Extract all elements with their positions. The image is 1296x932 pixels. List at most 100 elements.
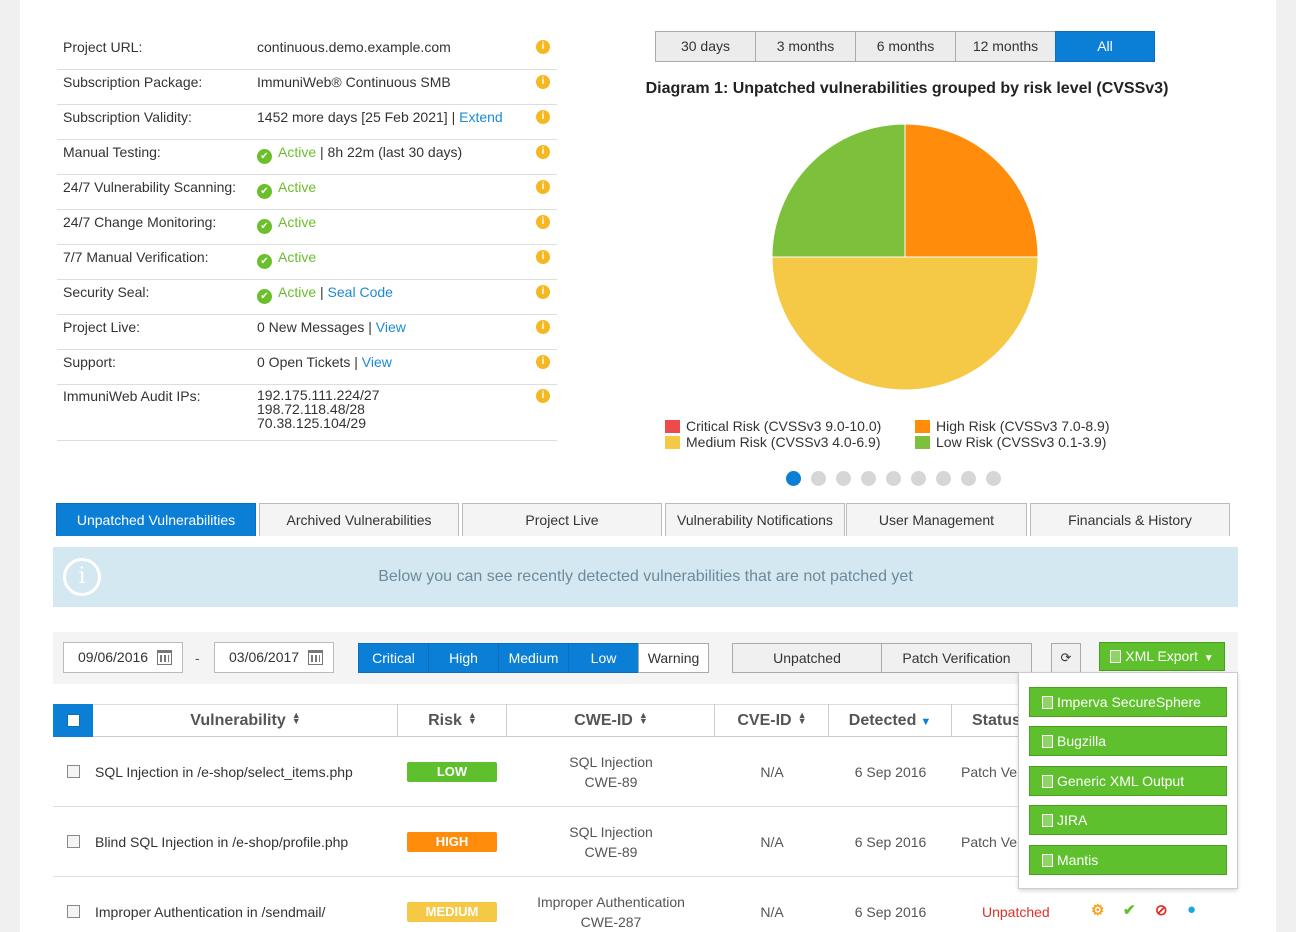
legend-item[interactable]: Low Risk (CVSSv3 0.1-3.9) bbox=[915, 434, 1106, 450]
carousel-dot[interactable] bbox=[811, 471, 826, 486]
unpatched-filter-button[interactable]: Unpatched bbox=[732, 643, 882, 673]
info-icon[interactable]: i bbox=[536, 285, 550, 299]
info-icon[interactable]: i bbox=[536, 75, 550, 89]
column-header[interactable]: Detected ▼ bbox=[829, 704, 952, 737]
export-option[interactable]: Bugzilla bbox=[1029, 726, 1227, 756]
info-icon[interactable]: i bbox=[536, 355, 550, 369]
export-option[interactable]: Generic XML Output bbox=[1029, 766, 1227, 796]
period-button[interactable]: 6 months bbox=[855, 31, 956, 62]
info-icon[interactable]: i bbox=[536, 180, 550, 194]
sort-icon[interactable]: ▲ ▼ bbox=[638, 710, 648, 726]
table-row[interactable]: Improper Authentication in /sendmail/MED… bbox=[53, 877, 1238, 932]
calendar-icon[interactable] bbox=[157, 650, 172, 665]
carousel-dot[interactable] bbox=[961, 471, 976, 486]
vulnerability-name[interactable]: Improper Authentication in /sendmail/ bbox=[95, 904, 326, 920]
row-checkbox[interactable] bbox=[67, 835, 80, 848]
info-row: ImmuniWeb Audit IPs: 192.175.111.224/27 19… bbox=[57, 385, 557, 441]
export-option[interactable]: JIRA bbox=[1029, 805, 1227, 835]
risk-filter-button[interactable]: Warning bbox=[638, 643, 709, 673]
column-header[interactable]: CVE-ID ▲ ▼ bbox=[715, 704, 829, 737]
info-icon[interactable]: i bbox=[536, 389, 550, 403]
info-icon[interactable]: i bbox=[536, 320, 550, 334]
info-value: ✔ Active bbox=[257, 179, 527, 199]
info-link[interactable]: Seal Code bbox=[327, 284, 393, 300]
date-from-input[interactable]: 09/06/2016 bbox=[63, 642, 183, 673]
pie-slice[interactable] bbox=[771, 123, 906, 258]
gear-icon[interactable]: ⚙ bbox=[1091, 902, 1105, 919]
export-dropdown: Imperva SecureSphere Bugzilla Generic XML … bbox=[1018, 672, 1238, 889]
date-to-input[interactable]: 03/06/2017 bbox=[214, 642, 334, 673]
column-header[interactable]: Risk ▲ ▼ bbox=[398, 704, 507, 737]
table-row[interactable]: SQL Injection in /e-shop/select_items.ph… bbox=[53, 737, 1238, 807]
risk-filter-button[interactable]: Critical bbox=[358, 643, 429, 673]
column-header[interactable]: Status bbox=[952, 704, 1032, 737]
carousel-dot[interactable] bbox=[911, 471, 926, 486]
status-text: Unpatched bbox=[982, 904, 1050, 920]
status-active: Active bbox=[278, 179, 317, 195]
block-icon[interactable]: ⊘ bbox=[1155, 902, 1168, 919]
audit-ip: 192.175.111.224/27 bbox=[257, 387, 380, 403]
period-button[interactable]: 3 months bbox=[755, 31, 856, 62]
carousel-dot[interactable] bbox=[936, 471, 951, 486]
xml-export-button[interactable]: XML Export ▼ bbox=[1099, 642, 1225, 671]
export-option[interactable]: Mantis bbox=[1029, 845, 1227, 875]
tab[interactable]: Vulnerability Notifications bbox=[665, 503, 845, 536]
info-link[interactable]: View bbox=[361, 354, 392, 370]
carousel-dot[interactable] bbox=[986, 471, 1001, 486]
info-value: ✔ Active bbox=[257, 214, 527, 234]
carousel-dot[interactable] bbox=[886, 471, 901, 486]
carousel-dot[interactable] bbox=[836, 471, 851, 486]
risk-filter-button[interactable]: High bbox=[428, 643, 499, 673]
sort-icon[interactable]: ▲ ▼ bbox=[467, 710, 477, 726]
period-button[interactable]: All bbox=[1055, 31, 1155, 62]
period-button[interactable]: 30 days bbox=[655, 31, 756, 62]
column-header[interactable]: CWE-ID ▲ ▼ bbox=[507, 704, 715, 737]
tab[interactable]: User Management bbox=[846, 503, 1027, 536]
carousel-dot[interactable] bbox=[861, 471, 876, 486]
column-header[interactable]: Vulnerability ▲ ▼ bbox=[93, 704, 398, 737]
refresh-icon[interactable]: ⟳ bbox=[1051, 643, 1081, 673]
legend-item[interactable]: Medium Risk (CVSSv3 4.0-6.9) bbox=[665, 434, 881, 450]
vulnerability-name[interactable]: SQL Injection in /e-shop/select_items.ph… bbox=[95, 764, 353, 780]
export-option[interactable]: Imperva SecureSphere bbox=[1029, 687, 1227, 717]
info-icon[interactable]: i bbox=[536, 40, 550, 54]
legend-item[interactable]: Critical Risk (CVSSv3 9.0-10.0) bbox=[665, 418, 881, 434]
tab[interactable]: Financials & History bbox=[1030, 503, 1230, 536]
info-label: Project URL: bbox=[63, 39, 143, 55]
vulnerability-name[interactable]: Blind SQL Injection in /e-shop/profile.p… bbox=[95, 834, 349, 850]
row-checkbox[interactable] bbox=[67, 765, 80, 778]
sort-desc-icon[interactable]: ▼ bbox=[920, 716, 932, 728]
filter-bar: 09/06/2016 - 03/06/2017 Critical High Medi… bbox=[53, 632, 1238, 684]
column-header-label: Vulnerability bbox=[190, 712, 286, 729]
pie-slice[interactable] bbox=[904, 123, 1039, 258]
comment-icon[interactable]: ● bbox=[1187, 901, 1197, 918]
legend-item[interactable]: High Risk (CVSSv3 7.0-8.9) bbox=[915, 418, 1110, 434]
carousel-dot[interactable] bbox=[786, 471, 801, 486]
sort-icon[interactable]: ▲ ▼ bbox=[291, 710, 301, 726]
tab[interactable]: Project Live bbox=[462, 503, 662, 536]
row-checkbox[interactable] bbox=[67, 905, 80, 918]
info-icon[interactable]: i bbox=[536, 250, 550, 264]
legend-swatch bbox=[665, 420, 680, 433]
info-icon[interactable]: i bbox=[536, 215, 550, 229]
info-icon[interactable]: i bbox=[536, 145, 550, 159]
calendar-icon[interactable] bbox=[308, 650, 323, 665]
period-button[interactable]: 12 months bbox=[955, 31, 1056, 62]
cve-id: N/A bbox=[760, 764, 784, 780]
info-label: Manual Testing: bbox=[63, 144, 161, 160]
select-all-checkbox[interactable] bbox=[67, 714, 80, 727]
risk-filter-button[interactable]: Medium bbox=[498, 643, 569, 673]
info-link[interactable]: Extend bbox=[459, 109, 503, 125]
tab[interactable]: Unpatched Vulnerabilities bbox=[56, 503, 256, 536]
tab[interactable]: Archived Vulnerabilities bbox=[259, 503, 459, 536]
info-link[interactable]: View bbox=[375, 319, 406, 335]
pie-slice[interactable] bbox=[771, 256, 1039, 391]
risk-filter-button[interactable]: Low bbox=[568, 643, 639, 673]
info-icon[interactable]: i bbox=[536, 110, 550, 124]
patch-verification-filter-button[interactable]: Patch Verification bbox=[881, 643, 1032, 673]
verify-icon[interactable]: ✔ bbox=[1123, 902, 1136, 919]
export-option-label: Generic XML Output bbox=[1057, 773, 1185, 789]
table-row[interactable]: Blind SQL Injection in /e-shop/profile.p… bbox=[53, 807, 1238, 877]
sort-icon[interactable]: ▲ ▼ bbox=[797, 710, 807, 726]
info-text: 0 New Messages | bbox=[257, 319, 376, 335]
